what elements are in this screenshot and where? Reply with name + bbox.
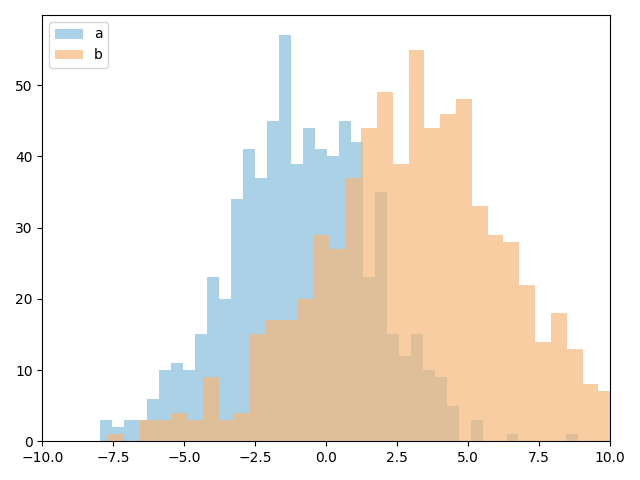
Bar <box>243 149 255 441</box>
Bar <box>387 335 399 441</box>
Bar <box>111 427 124 441</box>
Bar <box>351 142 363 441</box>
Bar <box>203 377 219 441</box>
Bar <box>488 235 504 441</box>
Bar <box>330 249 345 441</box>
Bar <box>124 420 136 441</box>
Bar <box>219 420 234 441</box>
Bar <box>598 391 614 441</box>
Bar <box>470 420 483 441</box>
Bar <box>345 178 361 441</box>
Bar <box>566 434 579 441</box>
Legend: a, b: a, b <box>49 22 108 68</box>
Bar <box>440 114 456 441</box>
Bar <box>183 370 195 441</box>
Bar <box>399 356 411 441</box>
Bar <box>423 370 435 441</box>
Bar <box>456 99 472 441</box>
Bar <box>136 420 147 441</box>
Bar <box>504 242 519 441</box>
Bar <box>363 277 375 441</box>
Bar <box>303 128 315 441</box>
Bar <box>315 149 327 441</box>
Bar <box>447 406 459 441</box>
Bar <box>159 370 172 441</box>
Bar <box>291 164 303 441</box>
Bar <box>231 199 243 441</box>
Bar <box>393 164 408 441</box>
Bar <box>267 121 279 441</box>
Bar <box>172 363 183 441</box>
Bar <box>195 335 207 441</box>
Bar <box>435 377 447 441</box>
Bar <box>630 420 640 441</box>
Bar <box>172 413 187 441</box>
Bar <box>327 156 339 441</box>
Bar <box>207 277 220 441</box>
Bar <box>472 206 488 441</box>
Bar <box>339 121 351 441</box>
Bar <box>411 335 423 441</box>
Bar <box>361 128 377 441</box>
Bar <box>375 192 387 441</box>
Bar <box>147 398 159 441</box>
Bar <box>266 320 282 441</box>
Bar <box>250 335 266 441</box>
Bar <box>140 420 156 441</box>
Bar <box>535 342 551 441</box>
Bar <box>100 420 111 441</box>
Bar <box>279 36 291 441</box>
Bar <box>506 434 518 441</box>
Bar <box>519 285 535 441</box>
Bar <box>156 420 172 441</box>
Bar <box>424 128 440 441</box>
Bar <box>282 320 298 441</box>
Bar <box>298 299 314 441</box>
Bar <box>220 299 231 441</box>
Bar <box>255 178 267 441</box>
Bar <box>408 49 424 441</box>
Bar <box>108 434 124 441</box>
Bar <box>187 420 203 441</box>
Bar <box>551 313 567 441</box>
Bar <box>377 92 393 441</box>
Bar <box>582 384 598 441</box>
Bar <box>567 348 582 441</box>
Bar <box>234 413 250 441</box>
Bar <box>314 235 330 441</box>
